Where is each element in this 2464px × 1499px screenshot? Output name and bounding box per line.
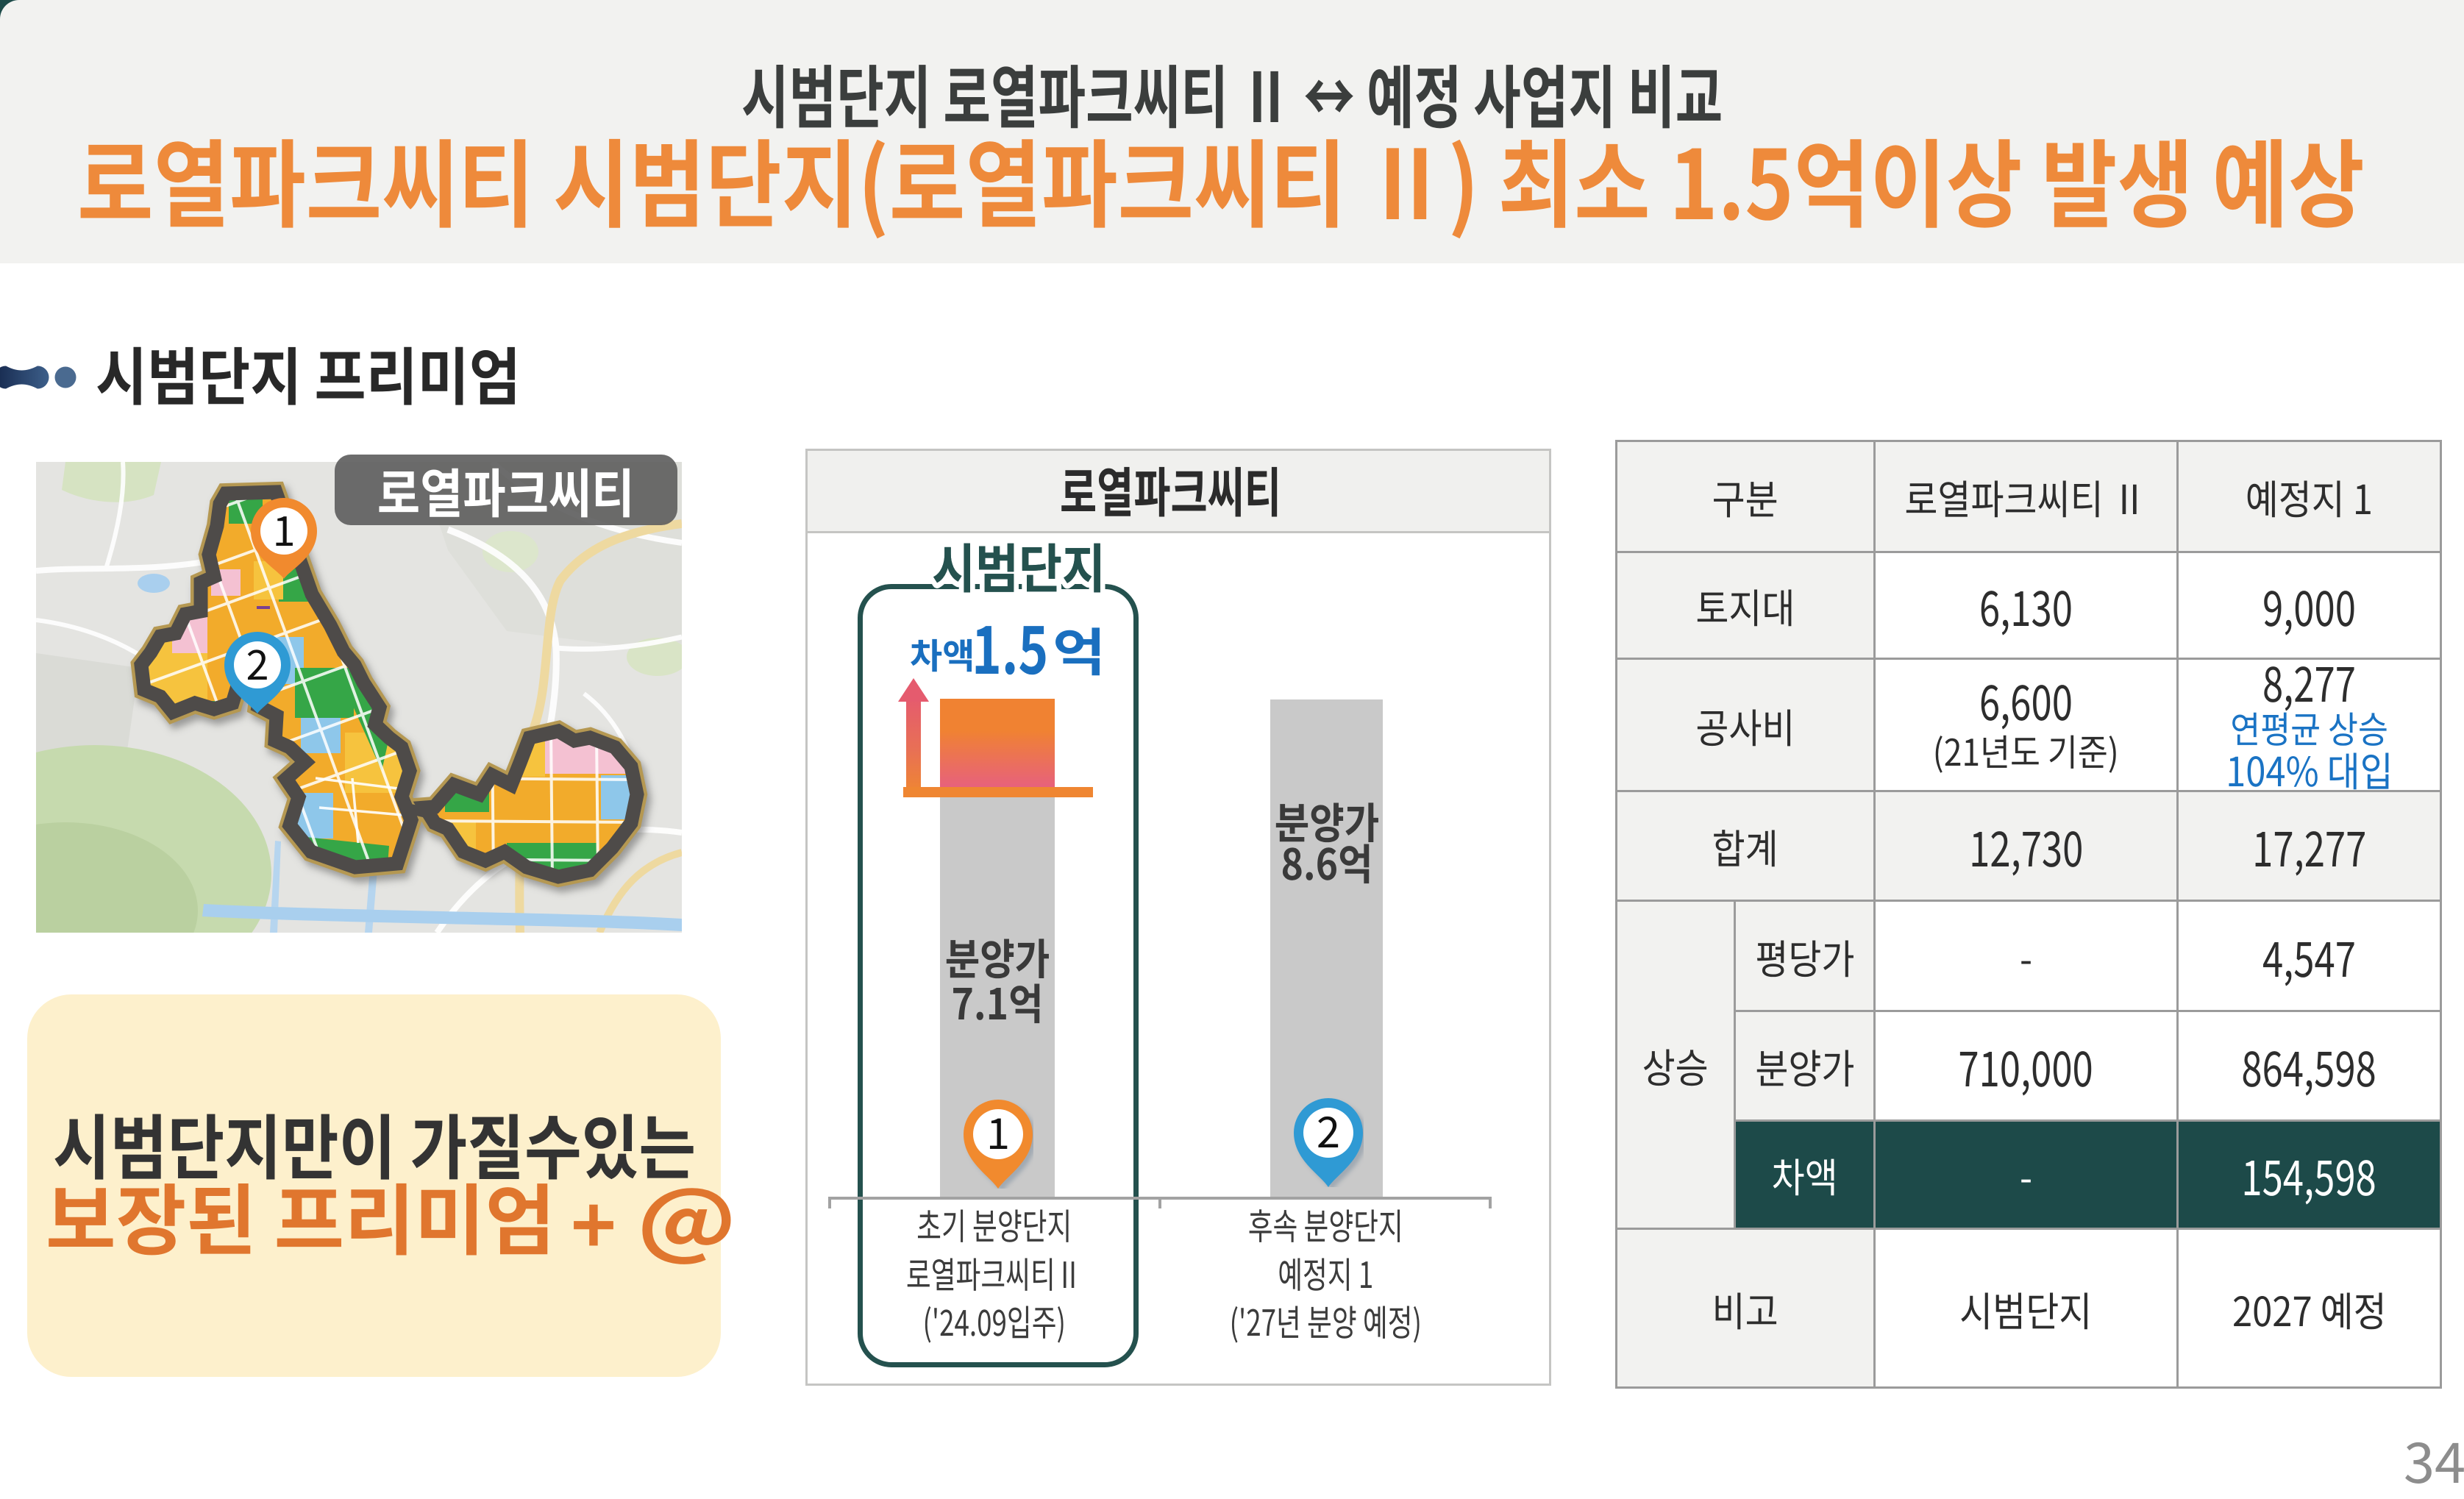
svg-text:시범단지: 시범단지 bbox=[932, 533, 1105, 603]
svg-text:1: 1 bbox=[986, 1100, 1010, 1161]
svg-text:1: 1 bbox=[272, 499, 295, 558]
svg-text:2: 2 bbox=[1317, 1098, 1340, 1160]
svg-text:2: 2 bbox=[246, 633, 268, 692]
svg-text:시범단지: 시범단지 bbox=[932, 533, 1105, 603]
